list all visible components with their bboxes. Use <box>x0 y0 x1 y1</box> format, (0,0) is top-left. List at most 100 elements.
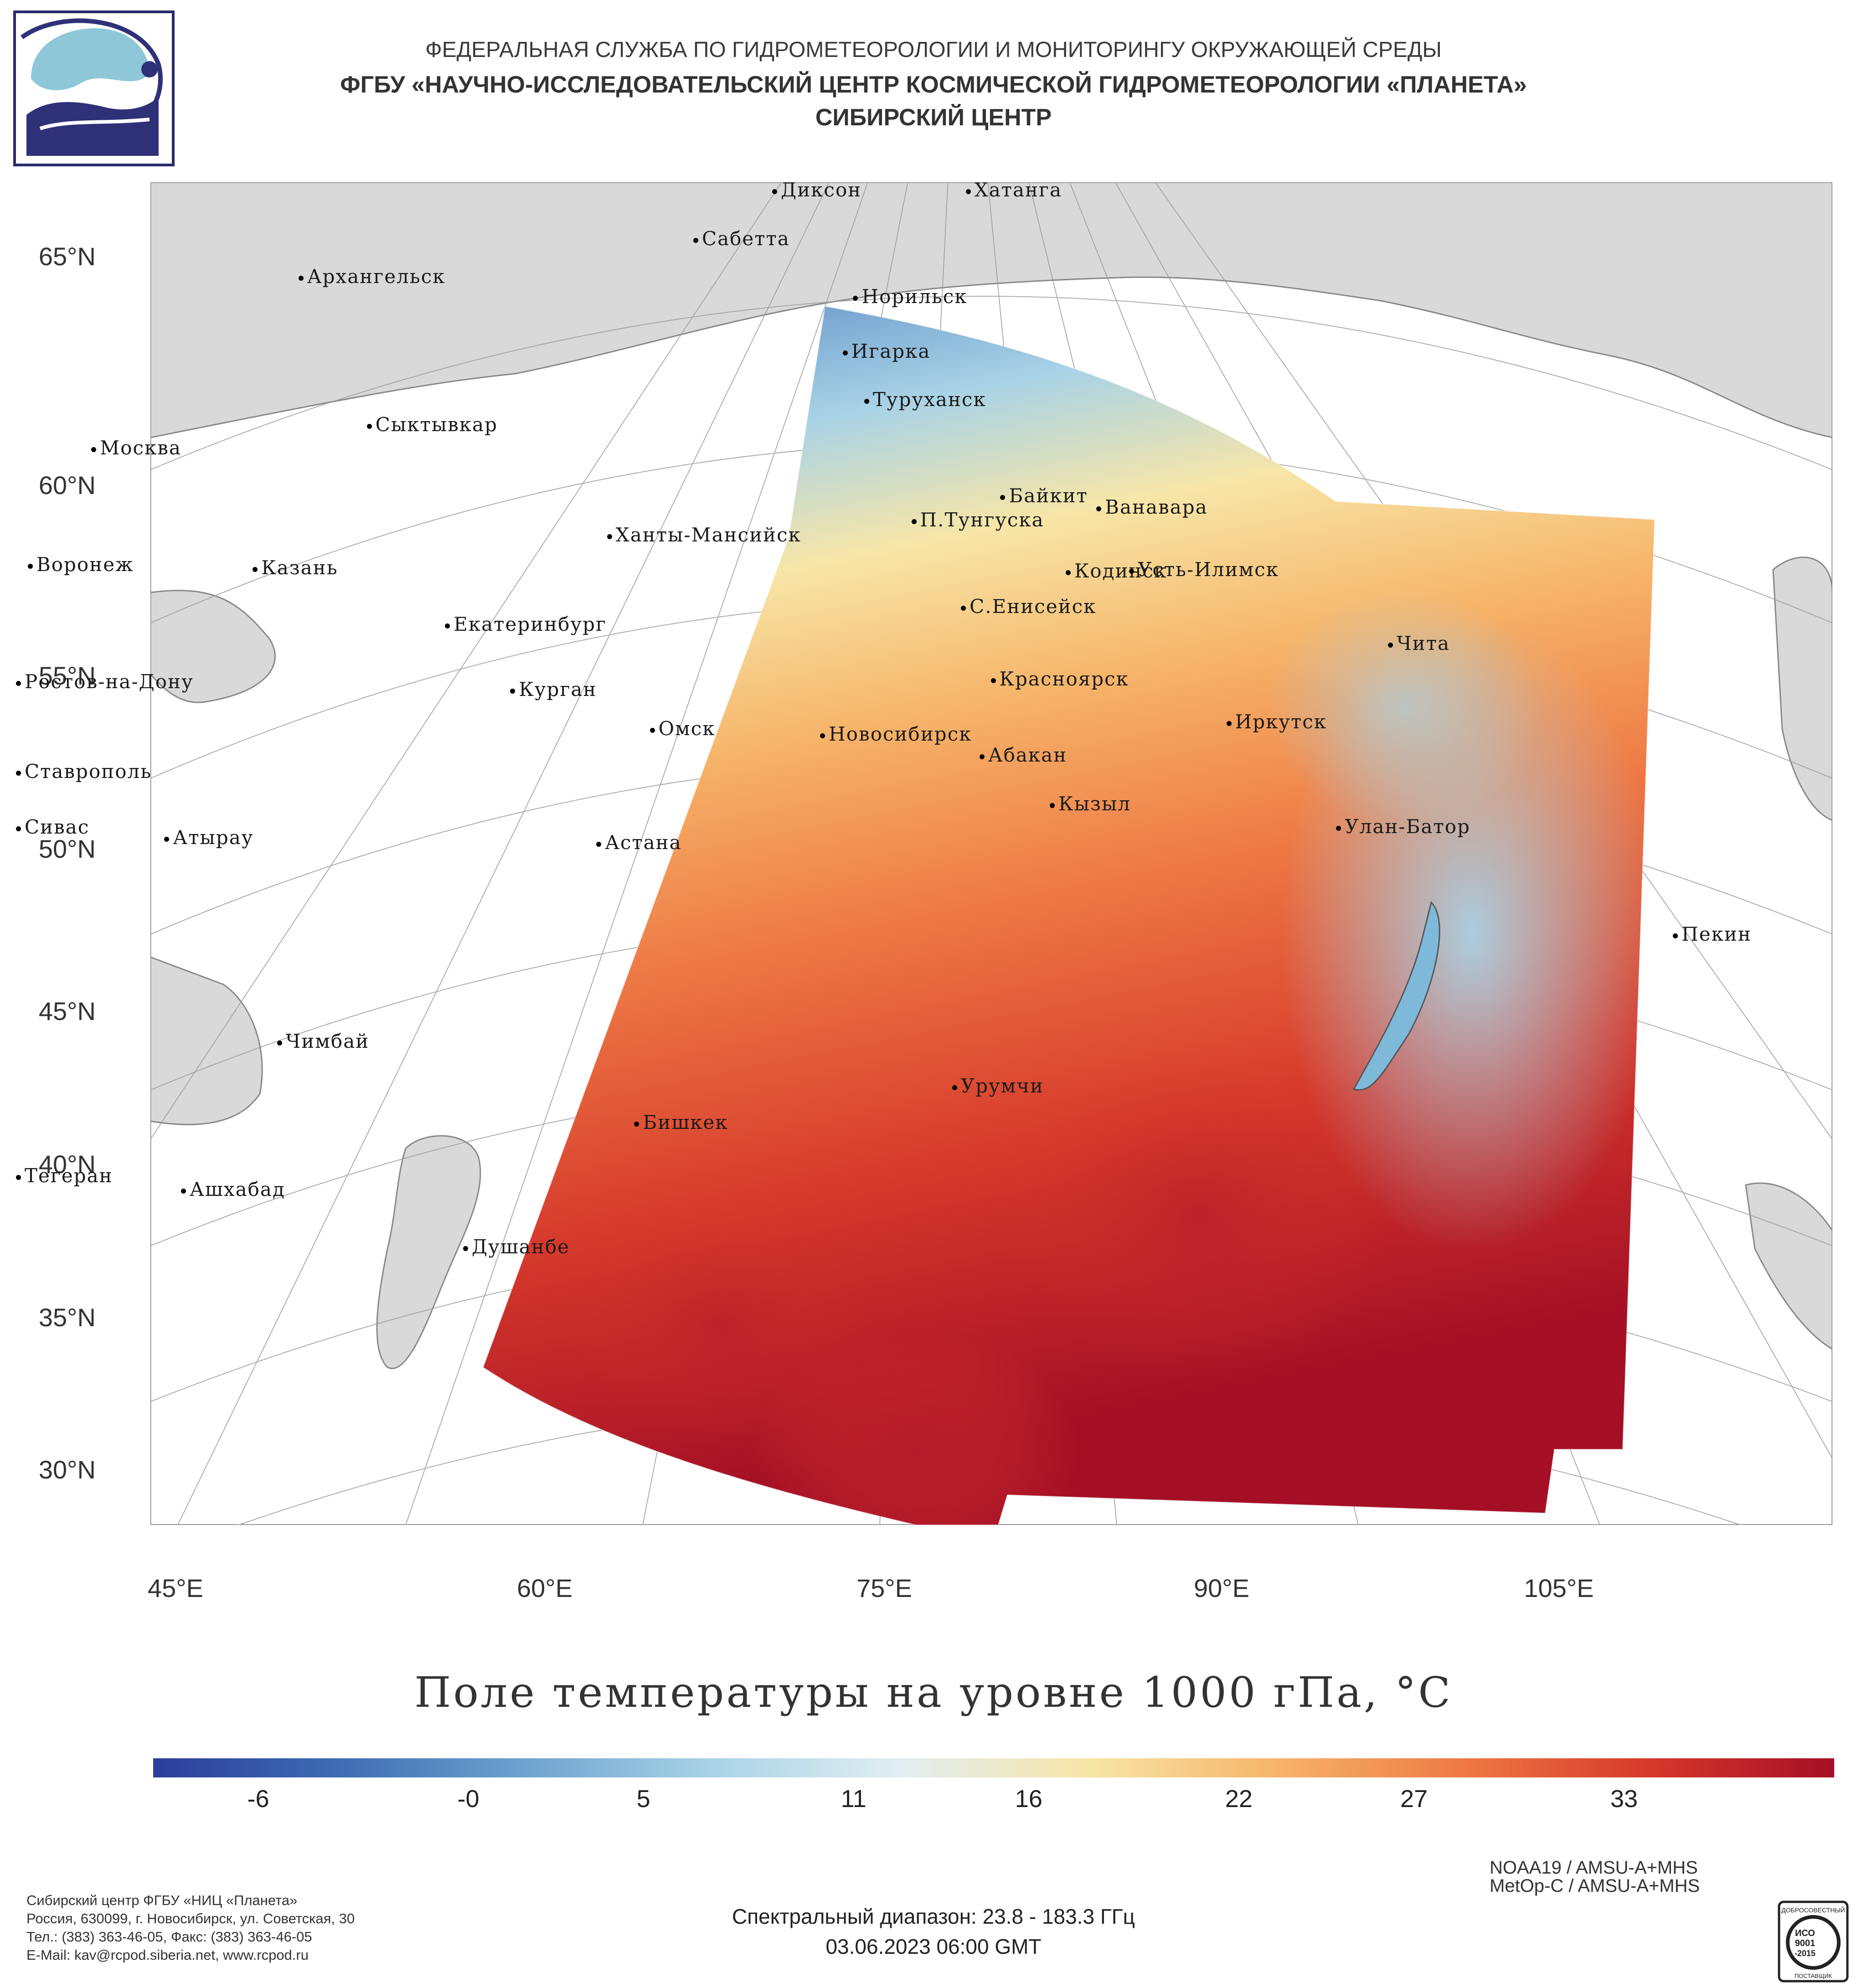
header-center: СИБИРСКИЙ ЦЕНТР <box>815 104 1052 131</box>
city-marker <box>820 733 825 738</box>
city-marker <box>1226 721 1232 726</box>
city-marker <box>1096 506 1102 511</box>
city-label: Сабетта <box>701 227 790 250</box>
iso-top: ДОБРОСОВЕСТНЫЙ <box>1781 1906 1845 1914</box>
city-marker <box>1673 933 1678 938</box>
city-marker <box>961 605 966 611</box>
city-label: Чимбай <box>285 1030 370 1052</box>
lat-label-30: 30°N <box>38 1455 96 1484</box>
city-label: Москва <box>100 437 181 459</box>
city-marker <box>277 1040 282 1046</box>
chart-title: Поле температуры на уровне 1000 гПа, °C <box>414 1668 1453 1717</box>
header-agency: ФЕДЕРАЛЬНАЯ СЛУЖБА ПО ГИДРОМЕТЕОРОЛОГИИ … <box>425 38 1442 62</box>
city-label: Иркутск <box>1235 711 1327 733</box>
city-marker <box>853 295 858 301</box>
colorbar-tick-label: 27 <box>1400 1785 1428 1813</box>
iso-year: -2015 <box>1795 1949 1815 1958</box>
city-label: Ростов-на-Дону <box>25 670 194 693</box>
city-label: П.Тунгуска <box>920 508 1044 531</box>
city-marker <box>650 727 655 733</box>
colorbar-tick-label: -6 <box>247 1785 269 1813</box>
city-label: Чита <box>1397 632 1450 655</box>
city-marker <box>16 681 21 686</box>
lon-label-75: 75°E <box>856 1574 913 1602</box>
city-label: Улан-Батор <box>1345 815 1470 838</box>
colorbar-tick-label: 33 <box>1610 1785 1638 1813</box>
colorbar-tick-label: 11 <box>841 1785 866 1813</box>
org-name: Сибирский центр ФГБУ «НИЦ «Планета» <box>26 1892 298 1908</box>
lat-label-50: 50°N <box>38 834 96 863</box>
city-marker <box>445 623 450 628</box>
city-marker <box>1065 570 1071 575</box>
city-marker <box>1388 643 1393 648</box>
city-label: Астана <box>605 831 682 854</box>
city-label: С.Енисейск <box>970 595 1097 618</box>
city-marker <box>1000 495 1006 500</box>
colorbar-tick-label: 16 <box>1015 1785 1042 1813</box>
city-label: Усть-Илимск <box>1138 558 1279 581</box>
city-marker <box>842 350 848 356</box>
datetime: 03.06.2023 06:00 GMT <box>825 1935 1042 1958</box>
city-label: Ставрополь <box>25 760 152 783</box>
city-marker <box>253 567 258 572</box>
city-label: Красноярск <box>999 668 1129 690</box>
lat-label-55: 55°N <box>38 661 96 690</box>
city-marker <box>772 189 778 194</box>
city-marker <box>952 1085 957 1091</box>
iso-bottom: ПОСТАВЩИК <box>1795 1973 1832 1979</box>
city-label: Сивас <box>25 815 90 838</box>
city-marker <box>607 534 612 540</box>
city-marker <box>91 447 97 453</box>
lat-label-60: 60°N <box>38 471 96 500</box>
city-label: Игарка <box>851 340 931 363</box>
city-marker <box>1050 803 1055 809</box>
planeta-logo <box>13 10 175 166</box>
lon-label-105: 105°E <box>1524 1574 1594 1602</box>
header-institution: ФГБУ «НАУЧНО-ИССЛЕДОВАТЕЛЬСКИЙ ЦЕНТР КОС… <box>340 72 1527 98</box>
city-marker <box>16 771 21 776</box>
colorbar <box>153 1758 1834 1777</box>
city-marker <box>510 689 516 694</box>
city-marker <box>181 1189 186 1194</box>
lon-label-60: 60°E <box>516 1574 573 1602</box>
city-label: Ханты-Мансийск <box>615 524 801 546</box>
city-marker <box>298 275 304 281</box>
city-label: Урумчи <box>960 1075 1044 1097</box>
city-marker <box>596 842 602 847</box>
lat-label-65: 65°N <box>38 242 96 271</box>
city-label: Диксон <box>781 179 862 201</box>
city-marker <box>463 1246 468 1252</box>
spectral-range: Спектральный диапазон: 23.8 - 183.3 ГГц <box>732 1905 1135 1928</box>
colorbar-tick-label: -0 <box>457 1785 480 1813</box>
lon-label-45: 45°E <box>147 1574 204 1602</box>
org-address: Россия, 630099, г. Новосибирск, ул. Сове… <box>26 1911 355 1926</box>
city-label: Омск <box>658 717 716 740</box>
org-phone: Тел.: (383) 363-46-05, Факс: (383) 363-4… <box>26 1929 312 1945</box>
city-marker <box>990 678 996 684</box>
instrument-1: NOAA19 / AMSU-A+MHS <box>1490 1858 1698 1878</box>
city-label: Сыктывкар <box>375 413 498 436</box>
city-label: Душанбе <box>471 1236 570 1258</box>
city-label: Ашхабад <box>190 1178 285 1201</box>
instrument-2: MetOp-C / AMSU-A+MHS <box>1490 1876 1700 1896</box>
city-marker <box>634 1121 640 1127</box>
iso-badge-icon: ДОБРОСОВЕСТНЫЙ ИСО 9001 -2015 ПОСТАВЩИК <box>1778 1900 1849 1983</box>
city-label: Тегеран <box>25 1164 113 1187</box>
city-label: Пекин <box>1681 922 1752 945</box>
city-label: Новосибирск <box>829 722 972 745</box>
lat-label-35: 35°N <box>38 1303 96 1332</box>
city-label: Екатеринбург <box>454 613 607 635</box>
city-label: Воронеж <box>36 553 134 576</box>
city-label: Архангельск <box>307 265 446 288</box>
city-label: Абакан <box>988 744 1068 767</box>
city-marker <box>1336 825 1341 831</box>
city-label: Туруханск <box>872 388 986 411</box>
city-marker <box>16 1174 21 1180</box>
city-marker <box>965 189 971 194</box>
city-label: Ванавара <box>1105 495 1208 518</box>
city-label: Атырау <box>173 826 254 849</box>
city-label: Бишкек <box>643 1111 728 1133</box>
colorbar-tick-label: 22 <box>1225 1785 1253 1813</box>
city-label: Казань <box>261 556 338 579</box>
city-marker <box>864 398 869 404</box>
